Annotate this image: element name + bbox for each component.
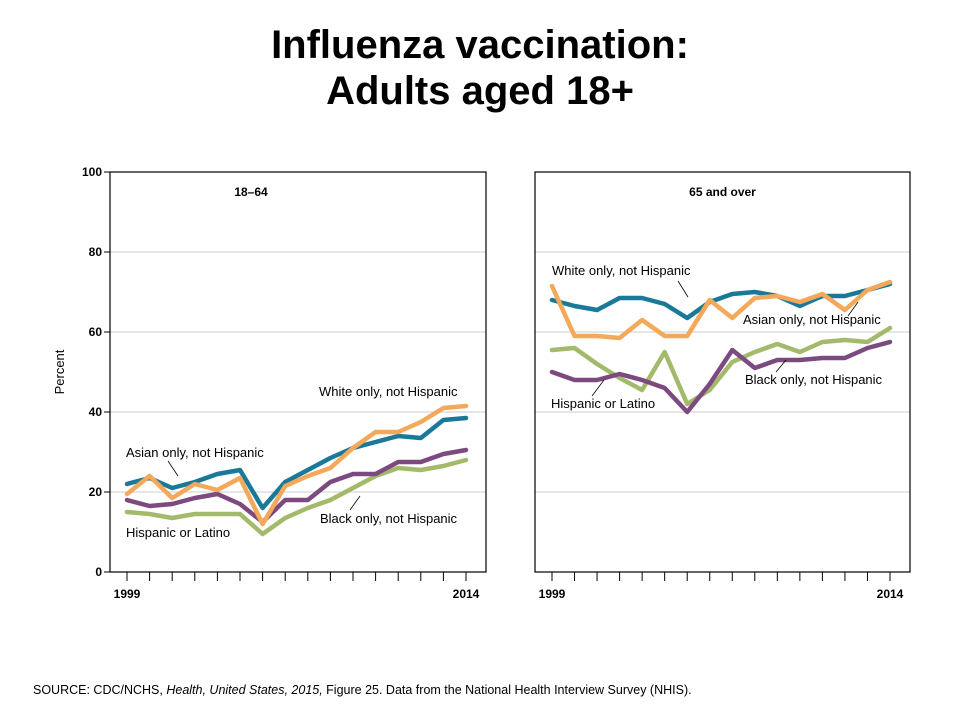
panel-title: 65 and over — [689, 185, 756, 199]
x-tick-label: 2014 — [877, 587, 904, 601]
y-tick-label: 60 — [89, 325, 103, 339]
series-line-asian — [124, 403, 469, 527]
panel-title: 18–64 — [234, 185, 268, 199]
y-tick-label: 0 — [95, 565, 102, 579]
y-tick-label: 80 — [89, 245, 103, 259]
plot-frame — [109, 171, 487, 573]
series-line-black — [124, 447, 469, 525]
series-line-black — [549, 339, 893, 415]
series-label: Hispanic or Latino — [551, 396, 655, 411]
series-label: White only, not Hispanic — [319, 384, 458, 399]
series-label: White only, not Hispanic — [552, 263, 691, 278]
leader-line — [847, 301, 859, 317]
series-line-white — [124, 415, 469, 511]
series-label: Asian only, not Hispanic — [743, 312, 881, 327]
source-note: SOURCE: CDC/NCHS, Health, United States,… — [33, 683, 692, 697]
series-line-hispanic — [549, 325, 893, 407]
leader-line — [167, 460, 179, 477]
series-label: Black only, not Hispanic — [320, 511, 458, 526]
leader-line — [349, 495, 361, 511]
y-tick-label: 20 — [89, 485, 103, 499]
series-line-hispanic — [124, 457, 469, 537]
y-tick-label: 100 — [82, 165, 102, 179]
x-tick-label: 2014 — [453, 587, 480, 601]
series-line-asian — [549, 279, 893, 341]
page-title: Influenza vaccination: Adults aged 18+ — [0, 22, 960, 114]
series-line-white — [549, 281, 893, 321]
series-label: Hispanic or Latino — [126, 525, 230, 540]
source-prefix: SOURCE: CDC/NCHS, — [33, 683, 167, 697]
leader-line — [775, 359, 787, 373]
series-label: Asian only, not Hispanic — [126, 445, 264, 460]
plot-frame — [534, 171, 911, 573]
x-tick-label: 1999 — [114, 587, 141, 601]
y-tick-label: 40 — [89, 405, 103, 419]
x-tick-label: 1999 — [539, 587, 566, 601]
source-publication: Health, United States, 2015, — [166, 683, 323, 697]
series-label: Black only, not Hispanic — [745, 372, 883, 387]
leader-line — [677, 280, 689, 298]
source-suffix: Figure 25. Data from the National Health… — [322, 683, 692, 697]
y-axis-label: Percent — [52, 349, 67, 394]
title-line-2: Adults aged 18+ — [326, 69, 634, 113]
title-line-1: Influenza vaccination: — [271, 23, 689, 67]
leader-line — [591, 379, 605, 397]
